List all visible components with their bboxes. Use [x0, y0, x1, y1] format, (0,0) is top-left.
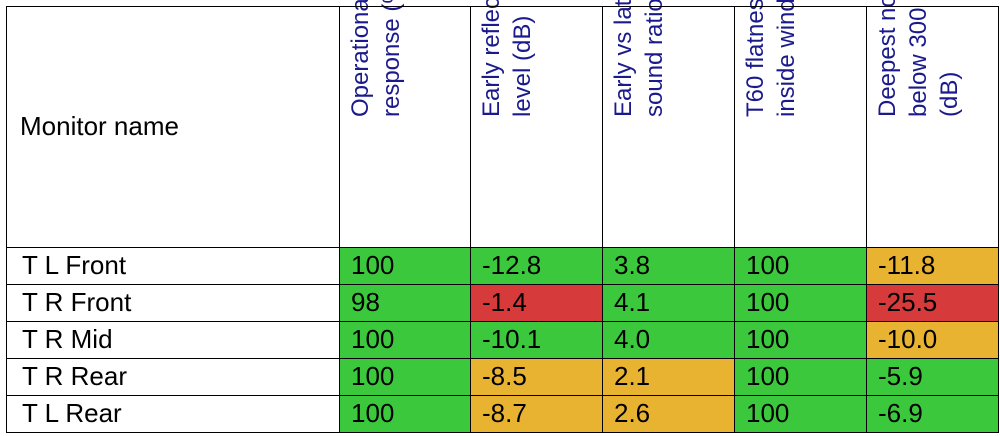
grid-line	[6, 358, 999, 359]
result-cell: -5.9	[866, 358, 998, 395]
grid-line	[6, 6, 7, 433]
grid-line	[734, 6, 735, 433]
column-header-5: Deepest notch below 300 Hz (dB)	[866, 0, 998, 247]
grid-line	[6, 395, 999, 396]
grid-line	[6, 6, 999, 7]
column-header-2: Early reflection level (dB)	[470, 0, 602, 247]
result-cell: 2.1	[602, 358, 734, 395]
result-cell: -12.8	[470, 247, 602, 284]
result-cell: 2.6	[602, 395, 734, 432]
result-cell: 4.1	[602, 284, 734, 321]
grid-line	[339, 6, 340, 433]
row-monitor-name: T R Front	[22, 287, 132, 317]
column-header-1: Operational room response (%)	[339, 0, 470, 247]
grid-line	[6, 284, 999, 285]
result-cell: -6.9	[866, 395, 998, 432]
monitor-name-header: Monitor name	[6, 6, 339, 247]
result-cell: -8.7	[470, 395, 602, 432]
result-cell: 4.0	[602, 321, 734, 358]
grid-line	[602, 6, 603, 433]
column-header-label: T60 flatness, inside window (%)	[742, 0, 800, 117]
result-cell: -11.8	[866, 247, 998, 284]
result-cell: 100	[734, 321, 866, 358]
column-header-4: T60 flatness, inside window (%)	[734, 0, 866, 247]
result-cell: 100	[339, 247, 470, 284]
result-cell: -8.5	[470, 358, 602, 395]
grid-line	[6, 247, 999, 248]
result-cell: 100	[734, 284, 866, 321]
result-cell: 3.8	[602, 247, 734, 284]
column-header-label: Early reflection level (dB)	[478, 0, 536, 117]
column-header-3: Early vs late sound ratio (dB)	[602, 0, 734, 247]
monitor-name-header-label: Monitor name	[20, 111, 179, 141]
result-cell: 100	[339, 321, 470, 358]
column-header-label: Operational room response (%)	[346, 0, 405, 117]
result-cell: -10.0	[866, 321, 998, 358]
column-header-label: Early vs late sound ratio (dB)	[610, 0, 668, 117]
result-cell: 98	[339, 284, 470, 321]
grid-line	[470, 6, 471, 433]
row-monitor-name: T R Mid	[22, 324, 113, 354]
grid-line	[866, 6, 867, 433]
result-cell: -10.1	[470, 321, 602, 358]
row-monitor-name: T R Rear	[22, 361, 127, 391]
result-cell: -1.4	[470, 284, 602, 321]
result-cell: 100	[339, 395, 470, 432]
row-monitor-name: T L Rear	[22, 398, 122, 428]
grid-line	[6, 432, 999, 433]
column-header-label: Deepest notch below 300 Hz (dB)	[874, 0, 963, 117]
result-cell: 100	[734, 247, 866, 284]
grid-line	[998, 6, 999, 433]
row-monitor-name: T L Front	[22, 250, 127, 280]
result-cell: -25.5	[866, 284, 998, 321]
grid-line	[6, 321, 999, 322]
result-cell: 100	[734, 358, 866, 395]
result-cell: 100	[339, 358, 470, 395]
result-cell: 100	[734, 395, 866, 432]
